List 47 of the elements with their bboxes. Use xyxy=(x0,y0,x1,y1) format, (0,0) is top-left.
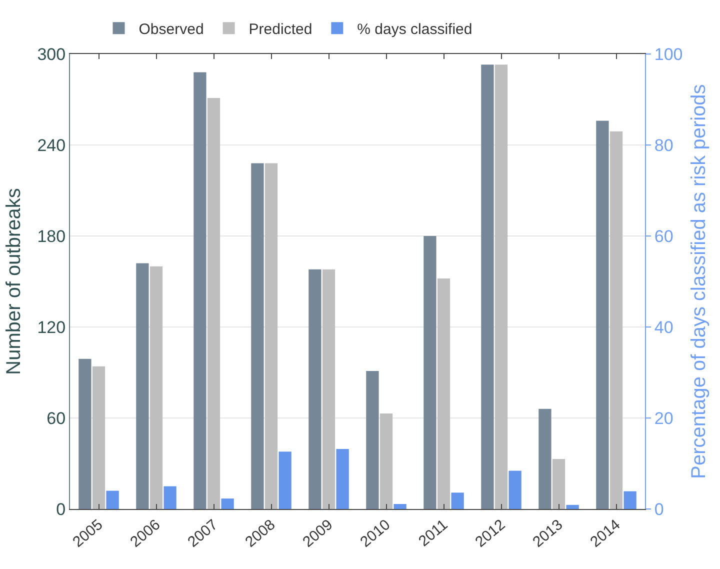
bar xyxy=(264,163,278,509)
bar xyxy=(624,491,636,509)
bar xyxy=(221,498,234,509)
y2-tick-label: 40 xyxy=(654,318,674,337)
y-tick-label: 180 xyxy=(37,226,66,246)
bar xyxy=(366,370,379,509)
bar xyxy=(552,458,566,509)
bar xyxy=(481,64,494,509)
bar xyxy=(610,131,623,509)
bar xyxy=(566,504,579,509)
bar xyxy=(538,408,552,509)
legend-label: Predicted xyxy=(248,21,312,38)
bar xyxy=(380,413,393,509)
y2-tick-label: 0 xyxy=(654,500,664,519)
y-tick-label: 0 xyxy=(56,500,66,519)
y2-axis-title: Percentage of days classified as risk periods xyxy=(688,84,710,479)
y-axis-title: Number of outbreaks xyxy=(3,188,25,375)
bar xyxy=(106,490,119,509)
bar xyxy=(194,72,206,509)
bar xyxy=(308,269,322,509)
y-tick-label: 60 xyxy=(46,408,66,428)
y-tick-label: 240 xyxy=(37,136,66,155)
bar xyxy=(394,504,406,509)
bar xyxy=(596,120,609,509)
bar xyxy=(78,358,92,509)
y2-tick-label: 20 xyxy=(654,408,674,428)
y-tick-label: 300 xyxy=(37,44,66,64)
bar xyxy=(424,236,436,509)
y2-tick-label: 100 xyxy=(654,44,683,64)
bar xyxy=(150,266,163,509)
y2-tick-label: 80 xyxy=(654,136,674,155)
bar xyxy=(278,452,292,509)
legend-label: % days classified xyxy=(357,21,472,38)
bar xyxy=(322,269,336,509)
bar xyxy=(207,98,220,509)
bar xyxy=(451,492,464,509)
bar xyxy=(92,366,106,509)
bar xyxy=(437,278,450,509)
bar xyxy=(164,486,176,509)
bar xyxy=(251,163,264,509)
bar xyxy=(136,263,149,509)
bar xyxy=(336,448,349,509)
y-tick-label: 120 xyxy=(37,318,66,337)
bar xyxy=(508,470,522,509)
bar xyxy=(494,64,508,509)
legend-label: Observed xyxy=(138,21,204,38)
y2-tick-label: 60 xyxy=(654,226,674,246)
